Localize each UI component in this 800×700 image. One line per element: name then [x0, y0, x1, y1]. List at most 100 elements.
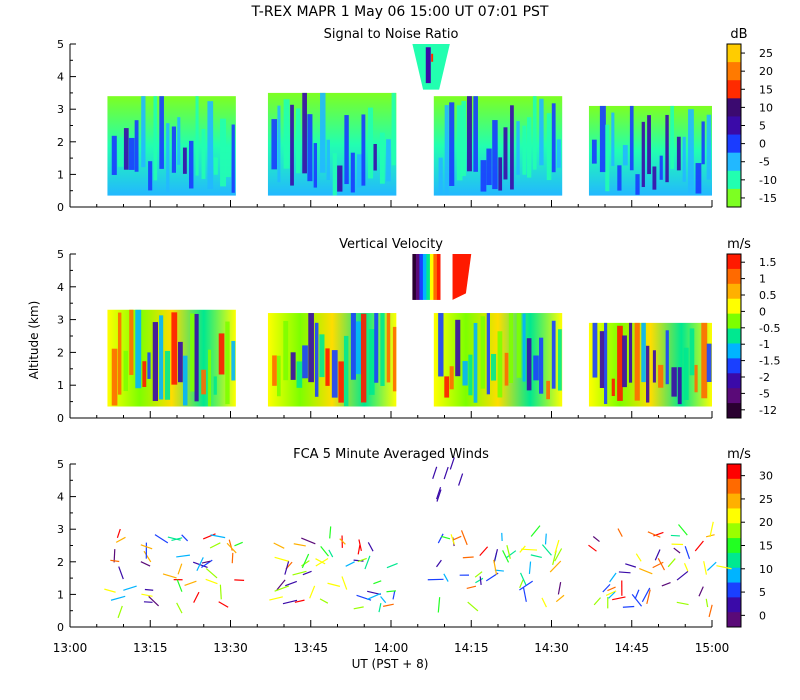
wind-barb — [557, 582, 562, 595]
colorbar-swatch — [727, 152, 741, 172]
colorbar-tick-label: 25 — [759, 493, 773, 506]
colorbar-swatch — [727, 134, 741, 154]
wind-barb — [519, 572, 527, 586]
wind-barb — [716, 565, 732, 570]
x-tick-label: 14:15 — [454, 641, 489, 655]
data-streak — [355, 321, 362, 375]
plume — [412, 44, 450, 90]
colorbar-tick-label: 1.5 — [759, 256, 777, 269]
colorbar-tick-label: -0.5 — [759, 322, 780, 335]
wind-barb — [380, 596, 387, 604]
data-streak — [302, 92, 307, 174]
wind-barb — [458, 473, 464, 486]
wind-barb — [143, 601, 153, 603]
wind-barb — [353, 606, 364, 610]
data-streak — [490, 353, 497, 381]
data-block — [107, 309, 236, 407]
x-tick-label: 13:45 — [293, 641, 328, 655]
data-streak — [134, 120, 139, 172]
wind-barb — [622, 605, 635, 608]
wind-barb — [436, 489, 442, 502]
wind-barb — [443, 573, 449, 582]
wind-barb — [466, 585, 477, 590]
wind-barb — [544, 533, 547, 545]
data-streak — [492, 120, 498, 190]
data-streak — [128, 137, 135, 170]
data-streak — [551, 320, 556, 389]
colorbar-swatch — [727, 403, 741, 419]
colorbar: dB 25 20 15 10 5 0 -5 -10 -15 — [726, 27, 777, 208]
wind-barb — [530, 554, 542, 558]
data-streak — [526, 338, 532, 391]
data-streak — [129, 309, 134, 375]
wind-barb — [309, 585, 316, 599]
colorbar-swatch — [727, 373, 741, 389]
wind-barb — [140, 544, 153, 550]
colorbar-swatch — [727, 44, 741, 63]
wind-barb — [292, 570, 307, 576]
wind-barb — [176, 554, 191, 558]
x-tick-label: 13:30 — [213, 641, 248, 655]
wind-barb — [301, 537, 316, 545]
wind-barb — [177, 563, 183, 575]
data-streak — [676, 136, 681, 171]
wind-barb — [635, 553, 642, 562]
data-streak — [629, 105, 634, 171]
data-streak — [480, 160, 487, 192]
wind-barb — [652, 561, 664, 569]
wind-barb — [592, 536, 600, 543]
data-block — [433, 313, 563, 407]
data-streak — [182, 147, 187, 174]
wind-barb — [646, 589, 651, 604]
data-streak — [195, 96, 199, 176]
data-streak — [527, 117, 532, 178]
data-streak — [539, 337, 544, 394]
wind-barb — [436, 486, 442, 500]
data-streak — [605, 124, 610, 192]
wind-barb — [479, 546, 489, 557]
x-tick-label: 14:00 — [374, 641, 409, 655]
plume-band — [426, 254, 430, 300]
data-streak — [671, 367, 677, 397]
wind-barb — [436, 559, 442, 568]
data-streak — [166, 123, 170, 192]
colorbar-frame — [726, 253, 742, 419]
wind-barb — [364, 555, 371, 570]
colorbar-swatch — [727, 298, 741, 315]
colorbar-swatch — [727, 62, 741, 81]
data-streak — [468, 354, 473, 396]
data-streak — [194, 313, 199, 402]
wind-barb — [284, 561, 290, 575]
data-streak — [551, 103, 556, 173]
data-streak — [688, 109, 694, 193]
data-streak — [486, 148, 492, 186]
data-streak — [337, 165, 343, 192]
colorbar-tick-label: -15 — [759, 192, 777, 205]
data-streak — [677, 367, 682, 405]
data-streak — [556, 139, 561, 168]
wind-barb — [519, 579, 524, 589]
colorbar-tick-label: 5 — [759, 120, 766, 133]
colorbar-tick-label: 20 — [759, 516, 773, 529]
wind-barb — [315, 557, 329, 567]
wind-barb — [184, 580, 197, 586]
data-streak — [546, 113, 552, 181]
data-streak — [611, 112, 615, 167]
wind-barb — [705, 598, 709, 608]
wind-barb — [541, 544, 552, 556]
data-streak — [296, 361, 303, 388]
colorbar-swatch — [727, 116, 741, 136]
data-streak — [498, 157, 503, 191]
y-tick-label: 3 — [57, 314, 64, 327]
wind-barb — [209, 542, 221, 549]
wind-barb — [443, 466, 449, 480]
wind-barb — [708, 604, 713, 618]
data-streak — [190, 313, 195, 392]
wind-barb — [115, 536, 126, 543]
data-streak — [350, 152, 355, 193]
colorbar-swatch — [727, 388, 741, 404]
wind-barb — [301, 553, 310, 569]
data-streak — [611, 378, 615, 397]
wind-barb — [709, 521, 714, 538]
data-streak — [218, 333, 225, 375]
